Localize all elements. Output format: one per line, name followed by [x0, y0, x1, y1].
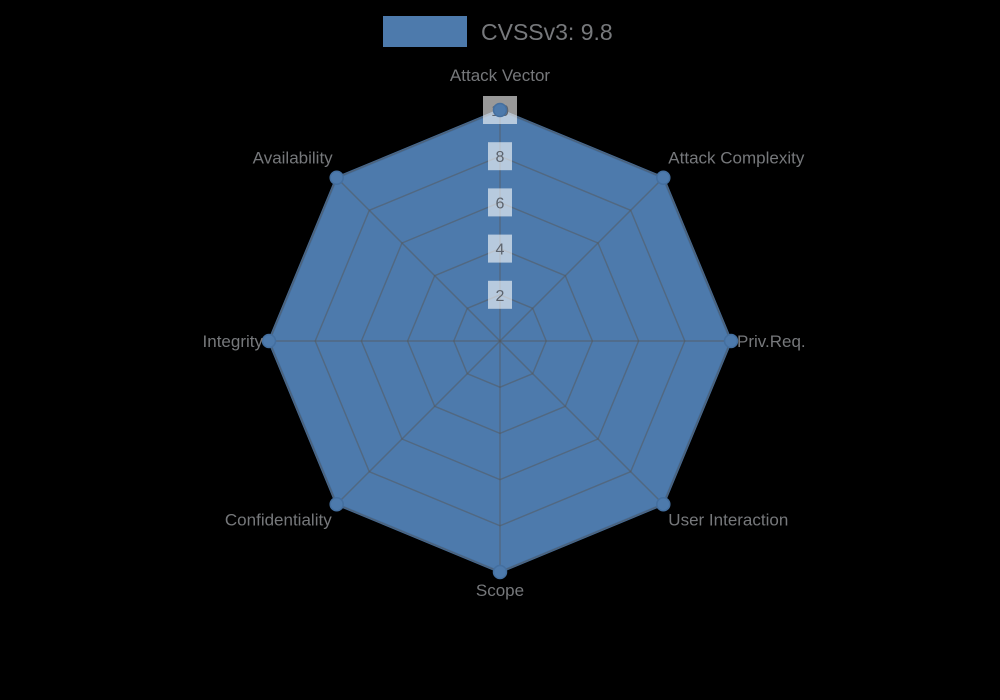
data-point-marker [329, 170, 344, 185]
legend-label: CVSSv3: 9.8 [481, 19, 613, 45]
tick-backdrop [488, 234, 512, 263]
axis-label-confidentiality: Confidentiality [225, 510, 332, 529]
data-point-marker [492, 564, 508, 580]
axis-label-scope: Scope [476, 581, 524, 600]
tick-label: 8 [496, 149, 505, 166]
axis-label-attack-complexity: Attack Complexity [668, 149, 805, 168]
axis-label-attack-vector: Attack Vector [450, 66, 550, 85]
data-point-marker [723, 333, 739, 349]
data-point-marker [656, 497, 671, 512]
tick-label: 2 [496, 288, 505, 305]
axis-spoke [336, 340, 501, 505]
axis-spoke [499, 340, 664, 505]
axis-label-availability: Availability [253, 149, 334, 168]
tick-backdrop [488, 142, 512, 171]
tick-label: 4 [496, 242, 505, 259]
axis-label-priv-req: Priv.Req. [737, 332, 806, 351]
tick-backdrop [488, 188, 512, 217]
axis-spoke [336, 177, 501, 342]
data-point-marker [261, 333, 277, 349]
legend-swatch [383, 16, 467, 47]
data-point-marker [492, 102, 508, 118]
data-point-marker [329, 497, 344, 512]
axis-label-integrity: Integrity [203, 332, 264, 351]
data-point-marker [656, 170, 671, 185]
axis-label-user-interaction: User Interaction [668, 510, 788, 529]
tick-backdrop [488, 280, 512, 309]
tick-label: 6 [496, 195, 505, 212]
legend[interactable]: CVSSv3: 9.8 [383, 16, 613, 47]
axis-spoke [499, 177, 664, 342]
